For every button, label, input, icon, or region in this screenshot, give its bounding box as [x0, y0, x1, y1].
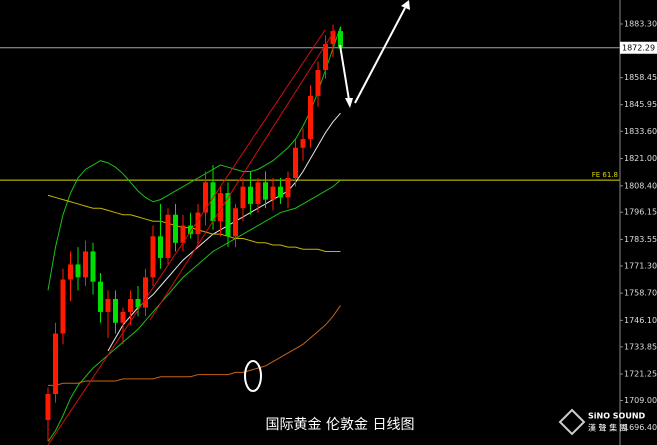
candle-body	[323, 44, 328, 70]
logo-subtext: 漢 聲 集 團	[588, 423, 628, 433]
candle-body	[225, 193, 231, 237]
candle-body	[233, 208, 238, 237]
candle-body	[45, 394, 51, 420]
arrow-head	[345, 98, 353, 108]
indicator-line	[47, 179, 341, 442]
indicator-line	[48, 305, 341, 386]
candle-body	[150, 236, 156, 278]
candle-body	[68, 264, 73, 280]
y-tick-label: 1808.40	[624, 181, 657, 190]
y-tick-label: 1821.00	[624, 154, 657, 163]
candle-body	[330, 31, 336, 45]
logo-text: SiNO SOUND	[588, 412, 646, 421]
candle-body	[293, 147, 298, 178]
trend-line	[149, 29, 336, 321]
candle-body	[315, 69, 321, 96]
candle-body	[255, 182, 261, 204]
indicator-line	[47, 26, 341, 291]
y-tick-label: 1746.10	[624, 316, 657, 325]
candle-body	[120, 311, 126, 323]
candle-body	[173, 214, 178, 243]
candle-body	[143, 277, 148, 308]
candle-body	[180, 225, 186, 243]
candle-body	[135, 298, 141, 308]
candle-body	[248, 186, 253, 204]
candle-body	[270, 186, 276, 200]
candle-body	[338, 31, 343, 49]
arrow	[354, 7, 406, 104]
candle-body	[98, 281, 103, 312]
y-tick-label: 1721.25	[624, 370, 657, 379]
arrow	[339, 44, 350, 101]
candle-body	[158, 236, 163, 258]
y-tick-label: 1758.70	[624, 289, 657, 298]
candle-body	[113, 298, 118, 323]
candle-body	[285, 178, 291, 198]
y-tick-label: 1833.60	[624, 127, 657, 136]
candle-body	[278, 186, 283, 198]
plot: FE 61.8	[0, 24, 620, 442]
candle-body	[90, 251, 96, 282]
candle-body	[105, 298, 111, 312]
indicator-line	[47, 194, 341, 252]
y-tick-label: 1796.15	[624, 208, 657, 217]
price-label-box	[620, 41, 657, 54]
candle-body	[203, 182, 208, 213]
candle-body	[128, 298, 133, 312]
candle-body	[240, 186, 246, 209]
candle-body	[75, 264, 81, 278]
level-label: FE 61.8	[592, 171, 618, 179]
candle-body	[53, 333, 58, 395]
candle-body	[165, 214, 171, 258]
y-tick-label: 1845.95	[624, 100, 657, 109]
y-tick-label: 1771.30	[624, 261, 657, 270]
candle-body	[188, 225, 193, 235]
arrow-head	[401, 0, 410, 10]
caption: 国际黄金 伦敦金 日线图	[266, 416, 415, 433]
y-tick-label: 1733.85	[624, 342, 657, 351]
candle-body	[300, 139, 306, 148]
candle-body	[308, 95, 313, 140]
y-tick-label: 1883.30	[624, 19, 657, 28]
candle-body	[210, 182, 216, 222]
y-tick-label: 1696.40	[624, 423, 657, 432]
y-tick-label: 1858.45	[624, 73, 657, 82]
logo-mark	[558, 408, 586, 436]
trend-line	[47, 29, 326, 445]
price-label: 1872.29	[622, 43, 655, 52]
candle-body	[195, 212, 201, 235]
y-tick-label: 1783.55	[624, 235, 657, 244]
y-tick-label: 1709.00	[624, 396, 657, 405]
candle-body	[263, 182, 268, 200]
highlight-ellipse	[244, 360, 262, 392]
candle-body	[60, 279, 66, 334]
candle-body	[218, 193, 223, 222]
candle-body	[83, 251, 88, 278]
